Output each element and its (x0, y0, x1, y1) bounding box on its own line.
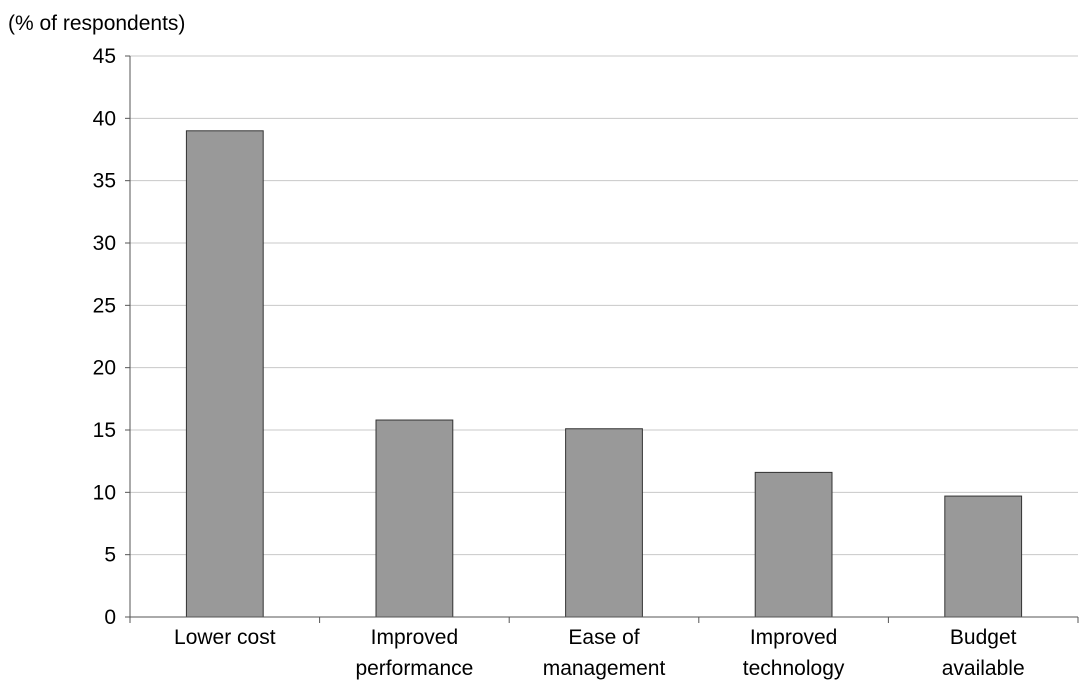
gridlines (130, 55, 1078, 556)
x-category-line: Ease of (568, 626, 639, 649)
x-category-line: Improved (371, 626, 459, 649)
x-category-label-4: Budget available (942, 626, 1025, 680)
x-category-line: technology (743, 657, 845, 680)
y-axis-label: (% of respondents) (8, 12, 185, 35)
axes (125, 55, 1079, 623)
x-category-line: performance (355, 657, 473, 680)
bars (185, 130, 1023, 618)
y-tick-label-40: 40 (93, 107, 116, 130)
y-tick-label-20: 20 (93, 357, 116, 380)
x-category-label-2: Ease of management (543, 626, 666, 680)
x-category-line: Lower cost (174, 626, 276, 649)
y-tick-label-10: 10 (93, 481, 116, 504)
x-axis-categories: Lower cost Improved performance Ease of mana… (174, 626, 1025, 680)
y-tick-label-30: 30 (93, 232, 116, 255)
x-category-line: available (942, 657, 1025, 680)
y-tick-label-0: 0 (104, 606, 116, 629)
y-tick-label-45: 45 (93, 45, 116, 68)
x-category-line: management (543, 657, 666, 680)
y-tick-label-15: 15 (93, 419, 116, 442)
bar-4 (944, 495, 1023, 618)
y-tick-label-35: 35 (93, 170, 116, 193)
y-axis-ticks: 0 5 10 15 20 25 30 35 40 45 (93, 45, 116, 629)
bar-3 (754, 471, 833, 618)
y-tick-label-25: 25 (93, 294, 116, 317)
x-category-line: Improved (750, 626, 838, 649)
bar-0 (185, 130, 264, 618)
x-category-label-3: Improved technology (743, 626, 845, 680)
bar-1 (375, 419, 454, 618)
x-category-label-1: Improved performance (355, 626, 473, 680)
x-category-label-0: Lower cost (174, 626, 276, 649)
y-tick-label-5: 5 (104, 544, 116, 567)
bar-2 (565, 428, 643, 618)
x-category-line: Budget (950, 626, 1017, 649)
